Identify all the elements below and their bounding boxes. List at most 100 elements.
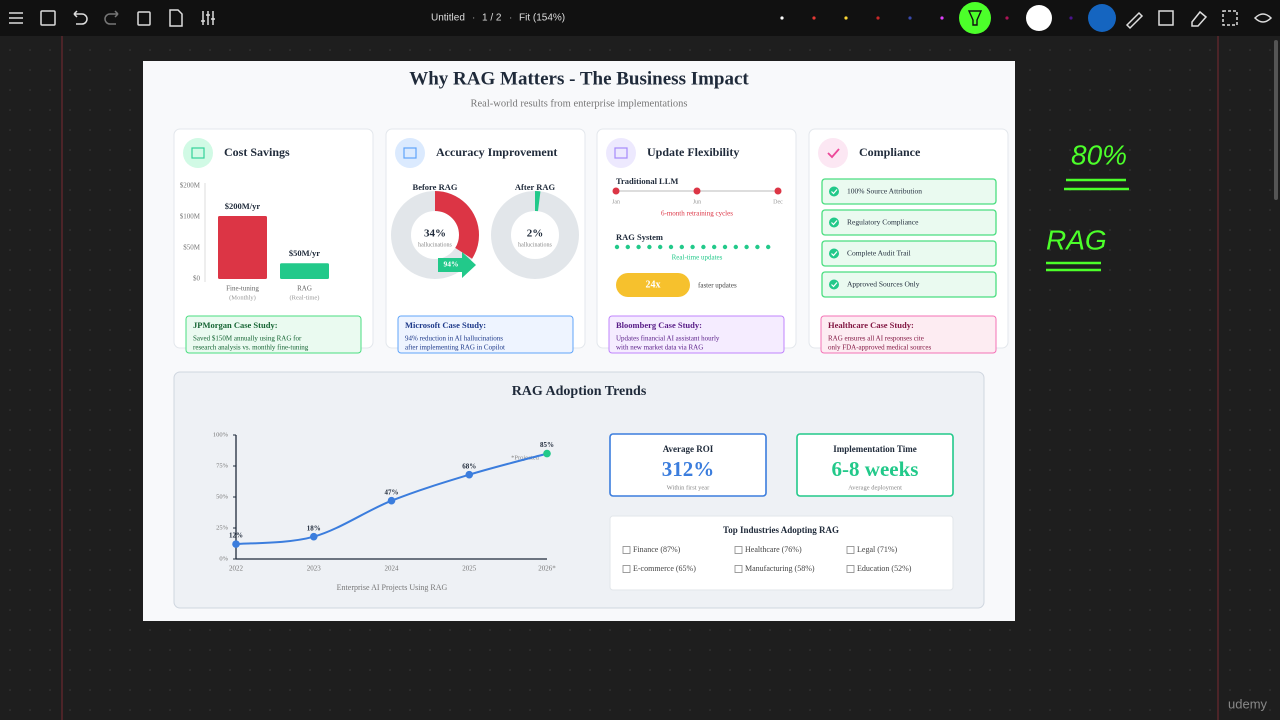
donut-arc bbox=[491, 191, 579, 279]
color-swatch[interactable] bbox=[844, 16, 848, 20]
stat-title: Average ROI bbox=[663, 444, 714, 454]
industry-item: Manufacturing (58%) bbox=[745, 564, 815, 573]
stat-value: 312% bbox=[662, 457, 715, 481]
color-swatch[interactable] bbox=[1005, 16, 1009, 20]
case-study-text: Updates financial AI assistant hourly bbox=[616, 335, 720, 343]
highlighter-tool[interactable] bbox=[959, 2, 991, 34]
case-study-title: Microsoft Case Study: bbox=[405, 320, 486, 330]
check-icon bbox=[829, 186, 839, 197]
data-point bbox=[387, 496, 396, 505]
case-study-text: after implementing RAG in Copilot bbox=[405, 344, 505, 352]
industries-title: Top Industries Adopting RAG bbox=[723, 525, 839, 535]
donut-center bbox=[515, 215, 555, 255]
shape-tool[interactable] bbox=[1088, 4, 1116, 32]
check-icon bbox=[827, 148, 840, 159]
case-study-text: with new market data via RAG bbox=[616, 344, 703, 352]
donut-center bbox=[415, 215, 455, 255]
timeline-dot bbox=[668, 244, 674, 250]
view-button[interactable] bbox=[1253, 13, 1273, 23]
redo-button[interactable] bbox=[104, 10, 119, 25]
color-swatch[interactable] bbox=[812, 16, 816, 20]
data-label: 47% bbox=[385, 488, 399, 496]
stat-caption: Within first year bbox=[667, 484, 711, 491]
compliance-text: Regulatory Compliance bbox=[847, 218, 919, 227]
industry-icon bbox=[622, 546, 631, 554]
industry-item: Healthcare (76%) bbox=[745, 545, 802, 554]
x-tick-label: 2024 bbox=[385, 565, 400, 573]
menu-button[interactable] bbox=[9, 12, 23, 24]
x-tick-label: 2022 bbox=[229, 565, 244, 573]
x-tick-label: 2026* bbox=[538, 565, 556, 573]
zoom-indicator[interactable]: Fit (154%) bbox=[519, 13, 565, 24]
bar-note: (Real-time) bbox=[290, 294, 320, 301]
card-title: Update Flexibility bbox=[647, 145, 739, 159]
doc-title[interactable]: Untitled bbox=[431, 13, 465, 24]
industry-icon bbox=[734, 565, 743, 573]
x-tick-label: 2023 bbox=[307, 565, 322, 573]
color-swatch[interactable] bbox=[780, 16, 784, 20]
data-point bbox=[309, 532, 318, 541]
case-study-text: research analysis vs. monthly fine-tunin… bbox=[193, 344, 309, 352]
select-tool[interactable] bbox=[1222, 10, 1238, 26]
speed-caption: faster updates bbox=[698, 282, 737, 290]
timeline-dot bbox=[636, 244, 641, 250]
check-mark bbox=[831, 282, 838, 288]
case-study-text: 94% reduction in AI hallucinations bbox=[405, 335, 503, 343]
card-icon-glyph bbox=[614, 147, 628, 159]
ruler-tool[interactable] bbox=[1125, 11, 1144, 30]
speed-pill bbox=[616, 273, 690, 297]
bar-category-label: Fine-tuning bbox=[226, 285, 259, 293]
bar bbox=[218, 216, 267, 279]
reduction-arrow bbox=[438, 252, 476, 278]
color-swatch[interactable] bbox=[908, 16, 912, 20]
save-button[interactable] bbox=[40, 10, 56, 26]
stat-title: Implementation Time bbox=[833, 444, 916, 454]
timeline-dot bbox=[774, 187, 782, 195]
y-tick-label: 50% bbox=[216, 493, 229, 500]
scrollbar[interactable] bbox=[1274, 40, 1278, 200]
rectangle-tool[interactable] bbox=[1158, 10, 1174, 26]
watermark: udemy bbox=[1228, 696, 1268, 711]
compliance-text: 100% Source Attribution bbox=[847, 187, 922, 196]
card-icon bbox=[606, 138, 636, 168]
pen-size[interactable] bbox=[1026, 5, 1052, 31]
color-swatch[interactable] bbox=[940, 16, 944, 20]
bar-value-label: $50M/yr bbox=[289, 248, 320, 258]
separator: · bbox=[472, 13, 475, 24]
bar bbox=[280, 263, 329, 279]
case-study-title: Healthcare Case Study: bbox=[828, 320, 914, 330]
color-swatch[interactable] bbox=[1069, 16, 1073, 20]
y-tick-label: 100% bbox=[213, 431, 229, 438]
handwritten-note: 80% bbox=[1071, 139, 1127, 170]
month-label: Dec bbox=[773, 199, 783, 205]
donut-value: 2% bbox=[527, 228, 544, 240]
page-button[interactable] bbox=[169, 9, 183, 27]
card-title: Accuracy Improvement bbox=[436, 145, 557, 159]
industry-icon bbox=[734, 546, 743, 554]
data-label: 12% bbox=[229, 532, 243, 540]
settings-button[interactable] bbox=[201, 11, 215, 25]
industry-item: Education (52%) bbox=[857, 564, 912, 573]
page-indicator[interactable]: 1 / 2 bbox=[482, 13, 502, 24]
check-mark bbox=[831, 189, 838, 195]
timeline-dot bbox=[722, 244, 728, 250]
case-study-box bbox=[397, 315, 574, 354]
case-study-title: JPMorgan Case Study: bbox=[193, 320, 278, 330]
card-icon bbox=[183, 138, 213, 168]
projected-note: *Projected bbox=[511, 454, 540, 461]
paste-button[interactable] bbox=[137, 11, 151, 26]
card-icon-glyph bbox=[403, 147, 417, 159]
compliance-item bbox=[821, 209, 997, 236]
undo-button[interactable] bbox=[73, 10, 88, 25]
data-label: 18% bbox=[307, 524, 321, 532]
card-icon-glyph bbox=[191, 147, 205, 159]
color-swatch[interactable] bbox=[876, 16, 880, 20]
check-icon bbox=[829, 279, 839, 290]
data-point bbox=[232, 540, 240, 548]
timeline-caption: 6-month retraining cycles bbox=[661, 210, 733, 218]
eraser-tool[interactable] bbox=[1191, 10, 1208, 27]
case-study-box bbox=[608, 315, 785, 354]
industry-icon bbox=[846, 546, 855, 554]
compliance-item bbox=[821, 178, 997, 205]
